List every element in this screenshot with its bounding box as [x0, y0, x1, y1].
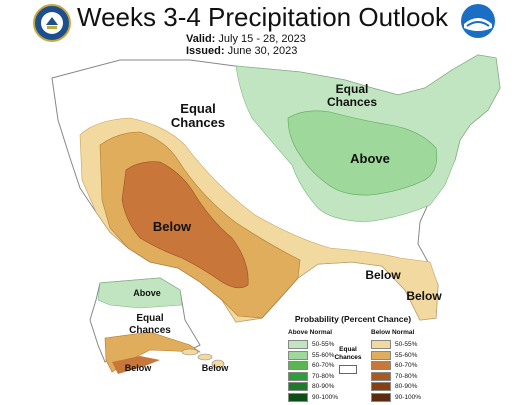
legend-above-label: 50-55% — [312, 341, 335, 349]
legend-below-swatch — [371, 392, 391, 402]
label-equal-chances-gl-2: Chances — [327, 95, 377, 109]
above-55-region — [287, 110, 438, 196]
valid-value: July 15 - 28, 2023 — [218, 33, 306, 45]
legend-below-row: 70-80% — [371, 371, 418, 381]
legend-above-swatch — [288, 371, 308, 381]
legend-above-swatch — [288, 340, 308, 349]
legend-below-swatch — [371, 361, 391, 370]
legend-equal-line-2: Chances — [334, 354, 362, 361]
label-below-florida: Below — [406, 289, 442, 303]
label-equal-chances-west-2: Chances — [171, 115, 225, 130]
noaa-logo-icon — [461, 4, 495, 38]
alaska-peninsula — [112, 356, 160, 374]
legend-above-row: 55-60% — [288, 350, 335, 360]
legend-below-label: 55-60% — [395, 351, 418, 359]
legend-below-swatch — [371, 382, 391, 391]
label-below-southwest: Below — [153, 219, 192, 234]
legend-below-row: 60-70% — [371, 361, 417, 370]
legend-below-row: 55-60% — [371, 350, 418, 360]
doc-seal-icon — [33, 4, 71, 42]
legend-above-row: 60-70% — [288, 361, 334, 370]
valid-label: Valid: — [186, 33, 216, 45]
legend-below-row: 50-55% — [371, 340, 417, 349]
label-equal-chances-ak-1: Equal — [136, 313, 163, 324]
below-60-region — [121, 161, 249, 289]
legend-below-label: 90-100% — [395, 393, 422, 401]
legend-above-swatch — [288, 382, 308, 391]
legend-below-header: Below Normal — [371, 329, 415, 336]
legend-above-swatch — [288, 361, 308, 370]
legend-above-label: 90-100% — [312, 393, 339, 401]
legend-above-row: 50-55% — [288, 340, 334, 349]
legend-below-label: 50-55% — [395, 341, 418, 349]
label-equal-chances-west-1: Equal — [180, 101, 215, 116]
label-below-hawaii: Below — [202, 363, 230, 373]
legend-title: Probability (Percent Chance) — [294, 314, 412, 324]
legend-above-label: 80-90% — [312, 383, 335, 391]
legend-above-row: 80-90% — [288, 382, 334, 391]
legend-below-swatch — [371, 340, 391, 349]
alaska-below-region — [104, 331, 202, 373]
legend-above-header: Above Normal — [288, 329, 333, 336]
issued-date: Issued: June 30, 2023 — [186, 45, 297, 57]
legend-above-label: 55-60% — [312, 351, 335, 359]
legend-below-swatch — [371, 371, 391, 381]
legend-below-row: 90-100% — [371, 392, 422, 402]
issued-label: Issued: — [186, 45, 225, 57]
valid-dates: Valid: July 15 - 28, 2023 — [186, 33, 306, 45]
legend-above-row: 90-100% — [288, 392, 339, 402]
legend-equal-swatch — [339, 365, 357, 374]
legend-below-swatch — [371, 350, 391, 360]
legend-below-row: 80-90% — [371, 382, 417, 391]
legend-below-label: 60-70% — [395, 362, 418, 370]
legend-below-label: 70-80% — [395, 372, 418, 380]
legend-above-label: 60-70% — [312, 362, 335, 370]
page-title: Weeks 3-4 Precipitation Outlook — [77, 2, 448, 32]
legend-above-label: 70-80% — [312, 372, 335, 380]
legend-above-swatch — [288, 392, 308, 402]
label-equal-chances-ak-2: Chances — [129, 325, 171, 336]
legend-above-swatch — [288, 350, 308, 360]
legend-equal-line-1: Equal — [339, 346, 357, 353]
label-above-alaska: Above — [133, 288, 161, 298]
label-below-southeast: Below — [365, 268, 401, 282]
label-below-alaska: Below — [125, 363, 153, 373]
issued-value: June 30, 2023 — [227, 45, 298, 57]
legend-above-row: 70-80% — [288, 371, 335, 381]
legend-equal-chances: Equal Chances — [332, 346, 364, 362]
label-equal-chances-gl-1: Equal — [336, 82, 369, 96]
label-above-east: Above — [350, 151, 390, 166]
hawaii-islands — [181, 348, 225, 369]
legend-below-label: 80-90% — [395, 383, 418, 391]
alaska-above-region — [97, 277, 183, 309]
